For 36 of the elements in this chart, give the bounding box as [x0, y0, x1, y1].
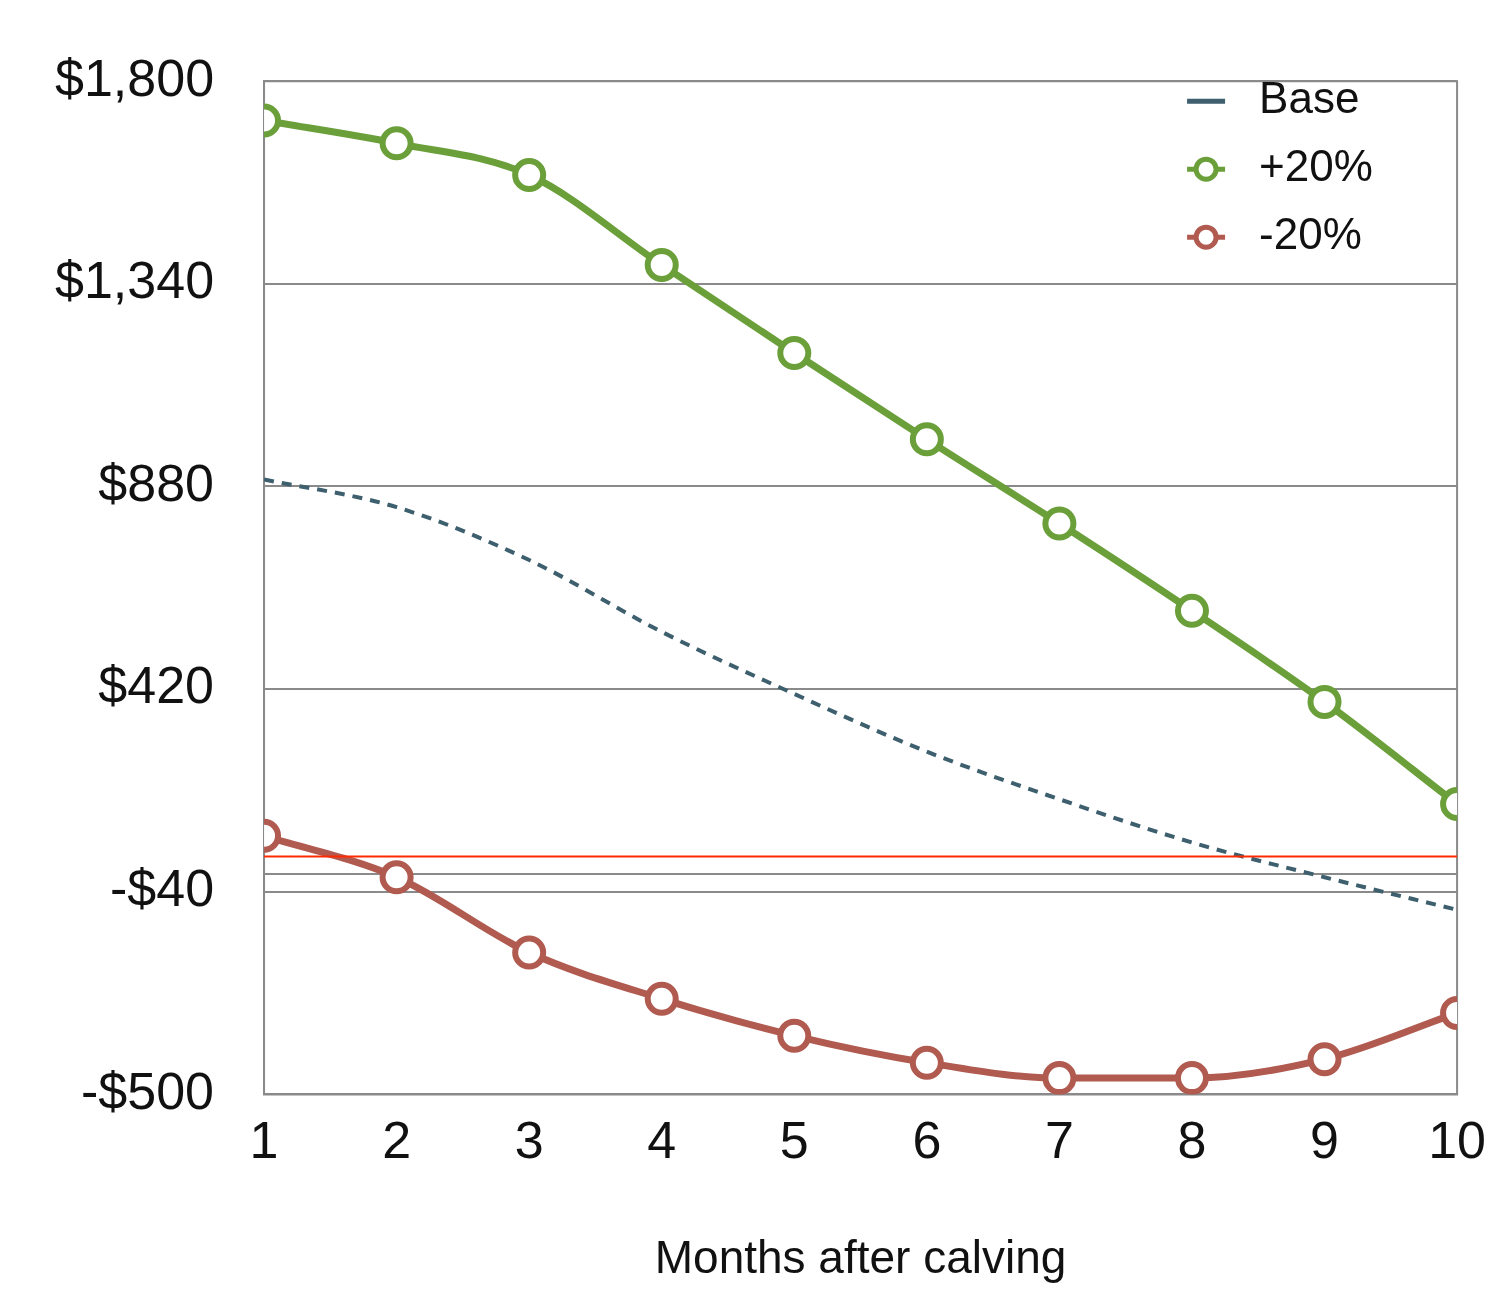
legend-label: Base — [1259, 73, 1360, 123]
x-tick-label: 10 — [1428, 1110, 1486, 1169]
point — [1174, 593, 1209, 628]
point — [1174, 1061, 1209, 1095]
x-tick-label: 8 — [1177, 1110, 1207, 1169]
x-tick-label: 3 — [514, 1110, 544, 1169]
x-tick-label: 4 — [647, 1110, 677, 1169]
point — [512, 935, 547, 970]
legend-label: +20% — [1259, 141, 1373, 191]
x-tick-label: 7 — [1044, 1110, 1074, 1169]
legend-label: -20% — [1259, 209, 1362, 259]
x-tick-label: 5 — [779, 1110, 809, 1169]
x-tick-label: 6 — [912, 1110, 942, 1169]
x-axis-title: Months after calving — [654, 1231, 1067, 1284]
point — [512, 158, 547, 193]
point — [777, 336, 812, 370]
x-tick-label: 1 — [249, 1110, 279, 1169]
point — [1307, 1042, 1342, 1077]
y-tick-label: $1,340 — [55, 251, 215, 310]
y-tick-label: $420 — [98, 656, 215, 715]
point — [777, 1018, 812, 1053]
y-tick-label: -$40 — [109, 859, 215, 918]
point — [644, 247, 679, 282]
point — [379, 860, 414, 895]
point — [909, 422, 944, 457]
point — [1042, 506, 1077, 541]
point — [379, 126, 414, 161]
x-tick-label: 2 — [382, 1110, 412, 1169]
y-tick-label: -$500 — [81, 1061, 215, 1120]
point — [1307, 684, 1342, 719]
point — [644, 981, 679, 1016]
x-tick-label: 9 — [1310, 1110, 1339, 1169]
point — [1042, 1061, 1077, 1095]
y-tick-label: $880 — [98, 453, 215, 512]
point — [909, 1045, 944, 1080]
y-tick-label: $1,800 — [55, 48, 215, 107]
